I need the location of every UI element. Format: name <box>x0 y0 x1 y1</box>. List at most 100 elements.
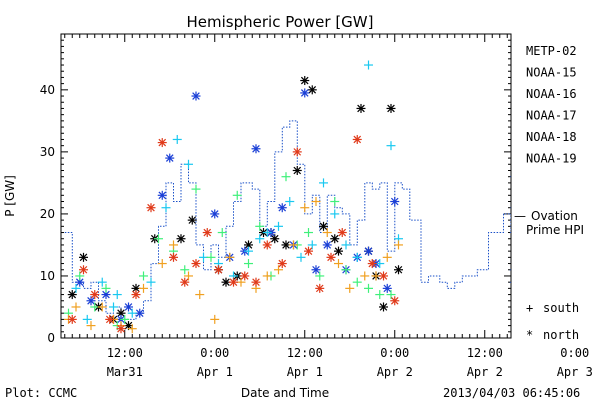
data-point <box>176 234 186 244</box>
data-point <box>300 203 310 213</box>
data-point <box>262 228 272 238</box>
marker-stroke <box>304 247 313 255</box>
data-point <box>139 283 148 293</box>
marker-stroke <box>390 296 399 305</box>
marker-stroke <box>270 234 279 243</box>
x-tick-label: 0:00 <box>380 346 409 360</box>
marker-stroke <box>180 278 189 286</box>
marker-stroke <box>158 191 167 200</box>
data-point <box>292 147 302 157</box>
series-metp-02 <box>67 76 403 331</box>
marker-stroke <box>379 272 388 280</box>
data-point <box>244 246 253 256</box>
data-point <box>304 228 313 238</box>
y-tick-label: 10 <box>40 269 55 283</box>
y-tick-label: 30 <box>40 145 55 159</box>
marker-stroke <box>210 210 219 218</box>
data-point <box>191 184 201 194</box>
data-point <box>180 277 190 287</box>
data-point <box>109 302 118 312</box>
marker-stroke <box>124 303 133 311</box>
data-point <box>382 252 392 262</box>
marker-stroke <box>222 278 230 286</box>
data-point <box>79 252 88 262</box>
data-point <box>255 234 265 244</box>
ovation-legend-label-2: Prime HPI <box>526 223 584 237</box>
plot-frame <box>60 33 512 339</box>
marker-stroke <box>278 259 287 268</box>
marker-stroke <box>353 135 362 144</box>
data-point <box>71 283 81 293</box>
legend-item-noaa-16: NOAA-16 <box>526 87 577 101</box>
y-tick-label: 40 <box>40 83 55 97</box>
data-point <box>330 197 340 207</box>
data-point <box>139 271 148 281</box>
marker-stroke <box>165 154 174 162</box>
data-point <box>210 209 220 219</box>
data-point <box>356 103 366 113</box>
data-point <box>146 277 156 287</box>
data-point <box>270 234 280 244</box>
data-point <box>341 240 351 250</box>
marker-stroke <box>214 265 223 274</box>
ovation-legend-dash: — <box>514 209 526 223</box>
marker-stroke <box>327 253 335 262</box>
data-point <box>146 203 156 213</box>
data-point <box>386 103 396 113</box>
ovation-line <box>64 120 511 320</box>
data-point <box>319 178 328 188</box>
data-point <box>285 197 295 207</box>
data-point <box>274 221 283 231</box>
legend: METP-02 NOAA-15 NOAA-16 NOAA-17 NOAA-18 NOAA-… <box>514 44 584 342</box>
marker-stroke <box>390 197 399 206</box>
data-point <box>71 302 81 312</box>
marker-stroke <box>124 321 133 330</box>
data-point <box>127 324 137 334</box>
marker-stroke <box>278 203 287 212</box>
data-point <box>187 215 197 225</box>
data-point <box>292 165 302 175</box>
ovation-legend-label: Ovation <box>531 209 578 223</box>
y-axis-label: P [GW] <box>3 175 17 217</box>
data-point <box>300 88 310 98</box>
marker-stroke <box>300 76 309 85</box>
legend-item-noaa-15: NOAA-15 <box>526 66 577 80</box>
data-point <box>202 228 212 238</box>
marker-stroke <box>263 241 272 249</box>
data-point <box>229 277 238 287</box>
data-point <box>75 271 85 281</box>
marker-stroke <box>394 265 403 274</box>
y-tick-label: 0 <box>47 331 55 345</box>
x-axis: 12:00 Mar31 0:00 Apr 1 12:00 Apr 1 0:00 Apr 2 12… <box>64 34 593 379</box>
data-point <box>86 321 96 331</box>
data-point <box>382 283 392 293</box>
data-point <box>206 252 216 262</box>
data-point <box>90 290 100 300</box>
data-point <box>341 265 351 275</box>
data-point <box>82 314 92 324</box>
data-point <box>97 302 107 312</box>
data-point <box>184 159 193 169</box>
y-tick-label: 20 <box>40 207 55 221</box>
series-noaa-18 <box>64 197 403 334</box>
satellite-points <box>64 60 403 334</box>
marker-stroke <box>323 241 332 249</box>
data-point <box>277 203 287 213</box>
data-point <box>116 308 126 318</box>
footer-left: Plot: CCMC <box>5 386 77 400</box>
data-point <box>154 234 163 244</box>
data-point <box>274 265 283 275</box>
x-tick-date-label: Mar31 <box>107 365 143 379</box>
footer-right: 2013/04/03 06:45:06 <box>443 386 580 400</box>
data-point <box>244 259 253 269</box>
marker-legend-label: north <box>543 328 579 342</box>
data-point <box>330 209 340 219</box>
data-point <box>67 290 77 300</box>
data-point <box>169 252 178 262</box>
marker-stroke <box>203 228 212 237</box>
marker-stroke <box>117 324 125 333</box>
marker-stroke <box>293 166 302 175</box>
data-point <box>262 271 272 281</box>
data-point <box>379 302 388 312</box>
